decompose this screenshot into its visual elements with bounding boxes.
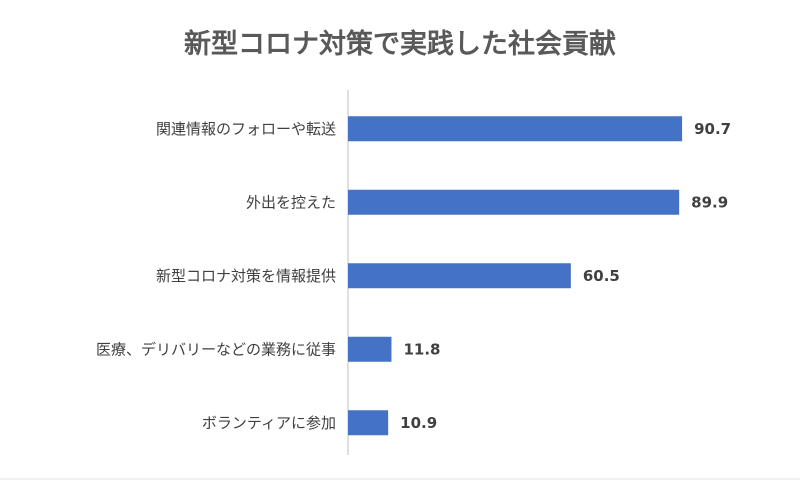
value-label-0: 90.7	[694, 120, 731, 138]
value-label-1: 89.9	[691, 193, 728, 211]
category-label-0: 関連情報のフォローや転送	[156, 120, 336, 138]
value-label-4: 10.9	[400, 414, 437, 432]
category-label-4: ボランティアに参加	[202, 414, 336, 432]
bar-2	[348, 263, 571, 289]
category-label-2: 新型コロナ対策を情報提供	[156, 267, 336, 285]
value-label-3: 11.8	[403, 340, 440, 358]
bar-4	[348, 410, 389, 436]
category-label-1: 外出を控えた	[246, 193, 336, 211]
chart-title: 新型コロナ対策で実践した社会貢献	[184, 29, 616, 60]
bar-0	[348, 116, 683, 142]
bar-3	[348, 336, 392, 362]
value-label-2: 60.5	[583, 267, 620, 285]
bar-1	[348, 189, 680, 215]
category-label-3: 医療、デリバリーなどの業務に従事	[96, 340, 336, 358]
